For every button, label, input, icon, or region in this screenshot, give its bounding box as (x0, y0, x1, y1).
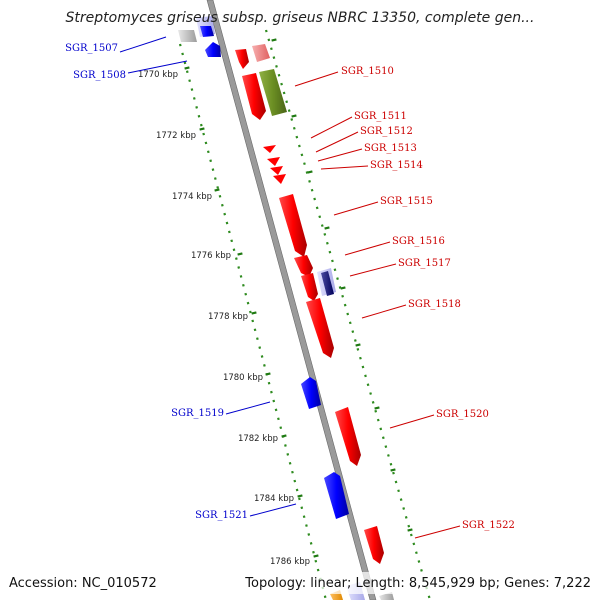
forward-genes (235, 44, 394, 600)
gene-block-sgr-1513[interactable] (270, 166, 283, 175)
gene-block-sgr-1512[interactable] (267, 157, 280, 166)
scale-label-1774: 1774 kbp (172, 192, 212, 202)
gene-block-sgr-1508[interactable] (205, 42, 221, 57)
gene-label-leaders (119, 36, 461, 539)
gene-label-sgr-1510[interactable]: SGR_1510 (341, 66, 394, 77)
gene-label-sgr-1507[interactable]: SGR_1507 (65, 43, 118, 54)
gene-block-sgr-1506[interactable] (178, 30, 197, 42)
scale-label-1786: 1786 kbp (270, 557, 310, 567)
gene-block-sgr-1511[interactable] (263, 145, 276, 153)
gene-label-sgr-1518[interactable]: SGR_1518 (408, 299, 461, 310)
scale-label-1778: 1778 kbp (208, 312, 248, 322)
gene-block-sgr-1514[interactable] (273, 174, 286, 184)
gene-label-sgr-1513[interactable]: SGR_1513 (364, 143, 417, 154)
gene-block-sgr-1517[interactable] (301, 273, 318, 301)
gene-label-sgr-1508[interactable]: SGR_1508 (73, 70, 126, 81)
scale-ticks (184, 66, 319, 558)
scale-label-1780: 1780 kbp (223, 373, 263, 383)
gene-block-sgr-1510[interactable] (242, 73, 266, 120)
genome-summary: Topology: linear; Length: 8,545,929 bp; … (244, 576, 591, 591)
gene-label-sgr-1515[interactable]: SGR_1515 (380, 196, 433, 207)
gene-block-sgr-1522[interactable] (364, 526, 384, 564)
gene-block-sgr-1515[interactable] (279, 194, 307, 257)
gene-labels: SGR_1507 SGR_1508 SGR_1510 SGR_1511 SGR_… (65, 43, 515, 531)
right-guide-ticks (271, 38, 413, 532)
gene-block-sgr-1516[interactable] (294, 255, 313, 277)
strand-guides (178, 29, 432, 600)
gene-label-sgr-1516[interactable]: SGR_1516 (392, 236, 445, 247)
gene-block-sgr-1521[interactable] (324, 472, 349, 519)
gene-label-sgr-1521[interactable]: SGR_1521 (195, 510, 248, 521)
map-title: Streptomyces griseus subsp. griseus NBRC… (66, 10, 535, 26)
gene-label-sgr-1519[interactable]: SGR_1519 (171, 408, 224, 419)
gene-label-sgr-1520[interactable]: SGR_1520 (436, 409, 489, 420)
scale-label-1784: 1784 kbp (254, 494, 294, 504)
gene-block-sgr-1517-c[interactable] (321, 271, 334, 296)
accession-label: Accession: NC_010572 (9, 576, 157, 591)
gene-label-sgr-1514[interactable]: SGR_1514 (370, 160, 423, 171)
gene-block-sgr-1507b[interactable] (200, 26, 214, 37)
gene-block-sgr-1518[interactable] (306, 298, 334, 358)
scale-label-1770: 1770 kbp (138, 70, 178, 80)
scale-label-1776: 1776 kbp (191, 251, 231, 261)
gene-label-sgr-1517[interactable]: SGR_1517 (398, 258, 451, 269)
gene-block-sgr-1510-rna[interactable] (259, 69, 287, 116)
gene-label-sgr-1511[interactable]: SGR_1511 (354, 111, 407, 122)
gene-label-sgr-1522[interactable]: SGR_1522 (462, 520, 515, 531)
scale-labels: 1770 kbp 1772 kbp 1774 kbp 1776 kbp 1778… (138, 70, 310, 567)
reverse-genes (178, 16, 349, 519)
scale-label-1772: 1772 kbp (156, 131, 196, 141)
gene-block-sgr-1509b[interactable] (252, 44, 270, 62)
gene-block-sgr-1520[interactable] (335, 407, 361, 466)
gene-block-sgr-1519[interactable] (301, 377, 321, 409)
scale-label-1782: 1782 kbp (238, 434, 278, 444)
gene-block-sgr-1509[interactable] (235, 49, 249, 69)
gene-label-sgr-1512[interactable]: SGR_1512 (360, 126, 413, 137)
